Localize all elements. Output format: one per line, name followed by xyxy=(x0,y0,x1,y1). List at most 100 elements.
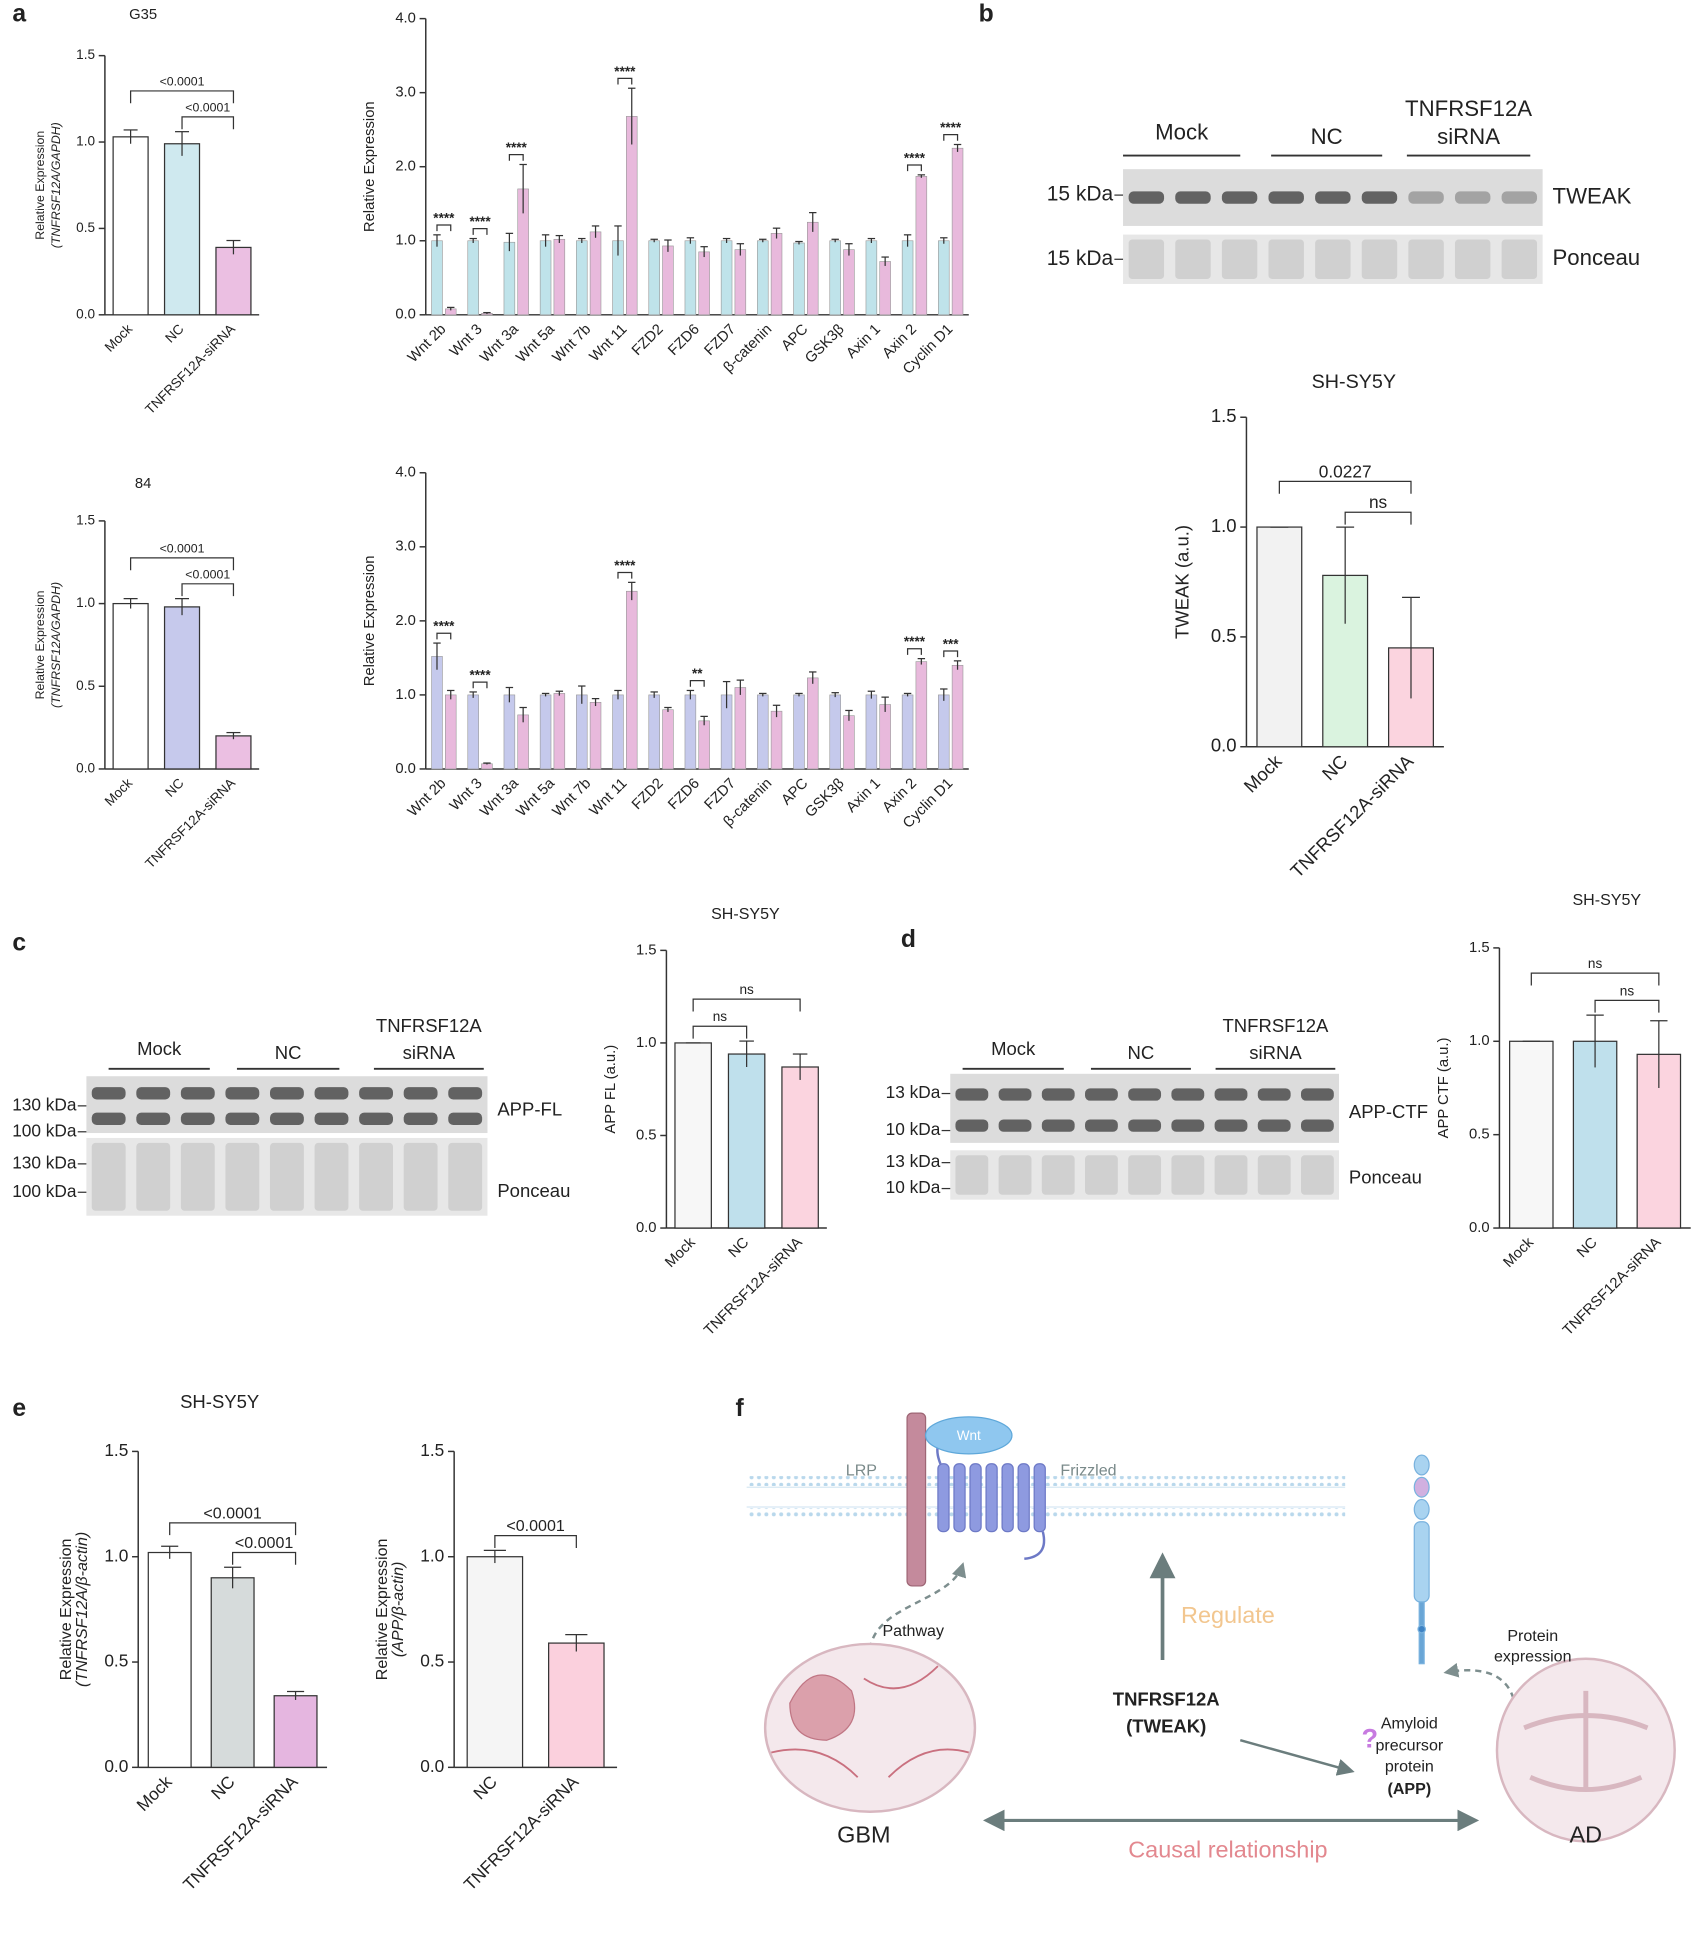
blot-lane xyxy=(1128,239,1165,280)
chart: Relative Expression 0.0 1.0 2.0 3.0 4.0 Wnt 2b… xyxy=(362,465,969,832)
blot-band xyxy=(448,1087,483,1100)
y-axis-label: Relative Expression xyxy=(33,590,47,699)
y-tick-label: 0.0 xyxy=(420,1756,444,1776)
x-tick-label: TNFRSF12A-siRNA xyxy=(1286,750,1418,882)
marker-label: 100 kDa xyxy=(12,1181,77,1201)
panel-label: d xyxy=(901,926,916,953)
significance-bracket xyxy=(472,681,488,689)
row-label: Ponceau xyxy=(1349,1167,1422,1188)
bar xyxy=(879,704,891,770)
bar xyxy=(648,694,660,770)
significance-bracket xyxy=(906,164,922,172)
significance-label: <0.0001 xyxy=(160,75,205,89)
y-tick-label: 1.5 xyxy=(1211,405,1237,426)
bar xyxy=(466,1556,524,1768)
blot-band xyxy=(136,1087,171,1100)
blot-band xyxy=(403,1087,438,1100)
significance-bracket xyxy=(181,116,235,130)
significance-label: **** xyxy=(470,667,492,682)
significance-label: ** xyxy=(692,666,703,681)
y-tick-label: 1.0 xyxy=(636,1035,657,1051)
y-tick-label: 0.0 xyxy=(76,306,95,321)
chart-title: G35 xyxy=(129,7,157,23)
blot-band xyxy=(1257,1088,1291,1101)
group-label: siRNA xyxy=(403,1042,456,1063)
x-tick-label: APC xyxy=(779,321,812,354)
bar xyxy=(553,693,566,770)
x-tick-label: NC xyxy=(207,1772,239,1804)
wnt-label: Wnt xyxy=(957,1428,981,1443)
blot-band xyxy=(180,1112,215,1125)
blot-lane xyxy=(955,1155,989,1195)
x-tick-label: NC xyxy=(162,775,187,800)
row-label: APP-FL xyxy=(497,1099,562,1120)
x-tick-label: Wnt 5a xyxy=(514,321,559,366)
blot-band xyxy=(1501,191,1538,204)
marker-label: 13 kDa xyxy=(886,1151,941,1171)
blot-band xyxy=(1408,191,1444,204)
y-tick-label: 0.0 xyxy=(76,761,95,776)
significance-label: **** xyxy=(433,210,455,225)
y-tick-label: 0.5 xyxy=(420,1651,444,1671)
bar xyxy=(901,694,914,770)
significance-bracket xyxy=(943,134,959,141)
lrp-label: LRP xyxy=(846,1461,877,1479)
significance-bracket xyxy=(1344,511,1412,525)
blot-band xyxy=(1128,191,1165,204)
pathway-label: Pathway xyxy=(882,1622,944,1640)
bar xyxy=(553,238,566,316)
bar xyxy=(1572,1040,1618,1229)
bar xyxy=(901,240,914,316)
blot-band xyxy=(448,1112,483,1125)
bar xyxy=(626,590,638,770)
blot-band xyxy=(225,1112,260,1125)
blot-band xyxy=(1128,1088,1162,1101)
chart: G35 Relative Expression (TNFRSF12A/GAPDH) 0… xyxy=(33,7,260,417)
significance-label: **** xyxy=(470,214,492,229)
bar xyxy=(951,664,964,770)
tweak-label: (TWEAK) xyxy=(1126,1716,1206,1737)
blot-lane xyxy=(1221,239,1258,280)
y-tick-label: 1.5 xyxy=(76,47,95,62)
significance-label: <0.0001 xyxy=(203,1504,261,1522)
significance-bracket xyxy=(1594,999,1660,1013)
bar xyxy=(951,147,964,316)
chart-title: SH-SY5Y xyxy=(711,905,780,923)
marker-label: 13 kDa xyxy=(886,1082,941,1102)
blot-lane xyxy=(1257,1155,1291,1195)
bar xyxy=(727,1053,766,1229)
bar xyxy=(770,233,783,316)
bar xyxy=(915,661,928,770)
x-tick-label: FZD6 xyxy=(665,321,702,358)
blot-band xyxy=(1221,191,1258,204)
blot-lane xyxy=(1268,239,1304,280)
blot-band xyxy=(1300,1119,1334,1132)
marker-label: 15 kDa xyxy=(1047,247,1114,270)
y-tick-label: 0.0 xyxy=(395,307,416,323)
bar xyxy=(273,1695,318,1768)
significance-label: ns xyxy=(1369,492,1388,512)
x-tick-label: NC xyxy=(726,1234,753,1261)
marker-label: 10 kDa xyxy=(886,1119,941,1139)
group-label: NC xyxy=(1311,124,1343,149)
bar xyxy=(807,221,819,316)
app-label: (APP) xyxy=(1388,1780,1432,1798)
y-axis-label: (TNFRSF12A/GAPDH) xyxy=(49,122,63,248)
significance-bracket xyxy=(943,650,959,658)
bar xyxy=(865,240,878,316)
x-tick-label: FZD6 xyxy=(665,776,702,813)
x-tick-label: NC xyxy=(1574,1234,1601,1261)
x-tick-label: APC xyxy=(779,775,812,808)
x-tick-label: Wnt 3a xyxy=(477,775,522,820)
y-axis-label: Relative Expression xyxy=(362,101,378,232)
blot-lane xyxy=(1361,239,1398,280)
bar xyxy=(865,694,878,770)
bar xyxy=(112,136,149,316)
panel-label: b xyxy=(979,0,994,27)
y-tick-label: 2.0 xyxy=(395,159,416,175)
significance-label: <0.0001 xyxy=(235,1534,293,1552)
western-blot: Mock NC TNFRSF12A siRNA 15 kDa TWEAK 15 kDa Pon… xyxy=(1047,96,1640,284)
tweak-label: TNFRSF12A xyxy=(1113,1689,1220,1710)
significance-label: **** xyxy=(506,140,528,155)
blot-lane xyxy=(1454,239,1491,280)
